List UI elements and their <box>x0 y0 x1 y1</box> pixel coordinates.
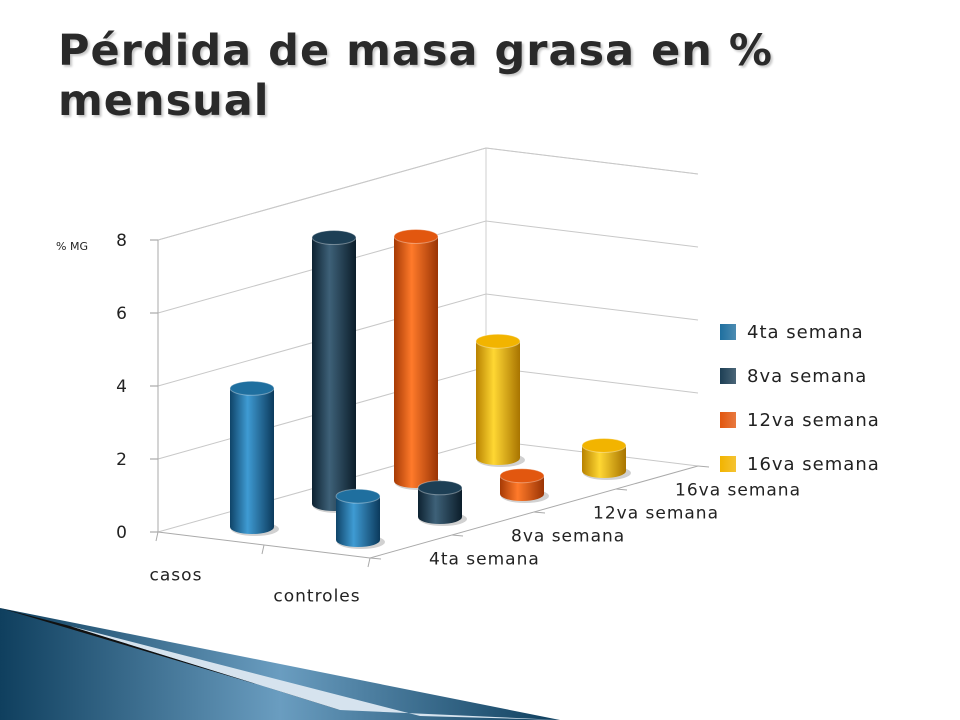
legend-item: 12va semana <box>720 398 880 442</box>
depth-tick-mark <box>369 557 382 560</box>
legend-swatch <box>720 368 736 384</box>
x-tick-mark <box>155 531 159 542</box>
bar <box>581 437 631 480</box>
legend-swatch <box>720 412 736 428</box>
legend-swatch <box>720 324 736 340</box>
y-tick-label: 2 <box>116 450 128 470</box>
gridline <box>157 220 699 314</box>
depth-tick-mark <box>533 511 546 514</box>
footer-decoration <box>0 608 560 720</box>
bar <box>475 333 525 467</box>
legend-label: 8va semana <box>747 365 868 387</box>
depth-tick-label: 8va semana <box>511 527 625 547</box>
legend-item: 4ta semana <box>720 310 880 354</box>
x-tick-label: casos <box>150 566 203 586</box>
y-tick-label: 4 <box>116 377 128 397</box>
x-tick-label: controles <box>273 587 360 607</box>
y-axis-label: % MG <box>56 240 88 253</box>
page-title: Pérdida de masa grasa en % mensual <box>58 26 773 126</box>
legend-item: 16va semana <box>720 442 880 486</box>
legend-swatch <box>720 456 736 472</box>
x-tick-mark <box>367 557 371 568</box>
legend-item: 8va semana <box>720 354 880 398</box>
bar <box>393 228 443 490</box>
y-tick-label: 0 <box>116 523 128 543</box>
legend: 4ta semana 8va semana 12va semana 16va sema… <box>720 310 880 486</box>
gridline <box>157 147 699 241</box>
chart: 0 2 4 6 8 % MG casos controles 4ta semana 8va sem… <box>56 147 801 607</box>
gridline <box>157 293 699 387</box>
bar <box>417 480 467 526</box>
legend-label: 4ta semana <box>747 321 864 343</box>
depth-tick-mark <box>615 488 628 491</box>
bar <box>335 488 385 549</box>
y-tick-label: 8 <box>116 231 128 251</box>
x-tick-mark <box>261 544 265 555</box>
depth-tick-mark <box>697 465 710 468</box>
depth-tick-label: 12va semana <box>593 504 719 524</box>
depth-tick-label: 16va semana <box>675 481 801 501</box>
bar <box>499 468 549 503</box>
y-tick-label: 6 <box>116 304 128 324</box>
legend-label: 12va semana <box>747 409 880 431</box>
legend-label: 16va semana <box>747 453 880 475</box>
bar <box>229 380 279 536</box>
bar <box>311 230 361 513</box>
depth-tick-mark <box>451 534 464 537</box>
depth-tick-label: 4ta semana <box>429 550 540 570</box>
